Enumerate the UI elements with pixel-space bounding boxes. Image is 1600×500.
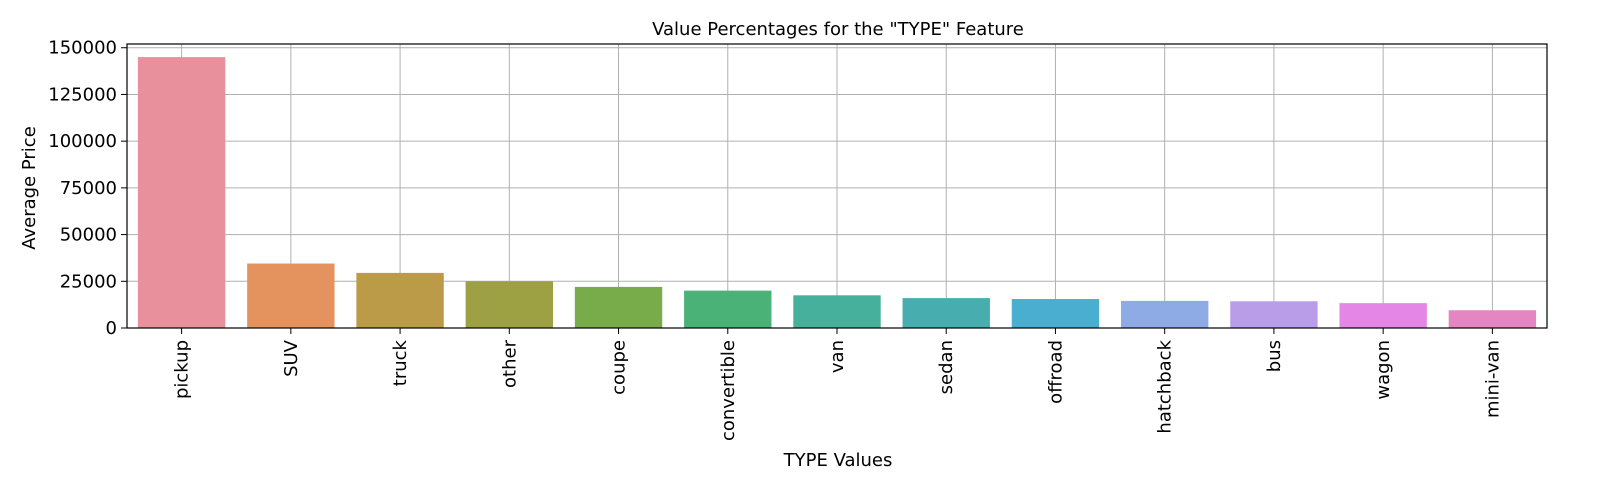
y-tick-label: 25000 — [60, 271, 117, 292]
y-tick-label: 50000 — [60, 225, 117, 246]
bar-sedan — [902, 298, 990, 328]
x-tick-label: sedan — [936, 340, 957, 394]
bar-offroad — [1011, 299, 1100, 328]
y-tick-label: 150000 — [48, 38, 117, 59]
bar-van — [793, 295, 881, 328]
bar-truck — [356, 272, 444, 328]
bar-pickup — [137, 57, 226, 328]
x-tick-label: bus — [1264, 340, 1285, 372]
y-tick-label: 125000 — [48, 84, 117, 105]
bar-coupe — [574, 286, 663, 328]
x-tick-label: SUV — [281, 339, 302, 377]
x-tick-label: truck — [390, 339, 411, 386]
plot-frame — [126, 43, 1548, 329]
x-axis-label: TYPE Values — [783, 450, 893, 471]
y-axis-label: Average Price — [19, 126, 40, 250]
bar-convertible — [684, 290, 772, 328]
bar-mini-van — [1448, 310, 1537, 328]
x-tick-label: pickup — [172, 340, 193, 399]
x-tick-label: wagon — [1373, 340, 1394, 400]
y-tick-label: 100000 — [48, 131, 117, 152]
x-tick-label: hatchback — [1155, 339, 1176, 433]
y-tick-label: 75000 — [60, 178, 117, 199]
bar-layer — [137, 57, 1537, 328]
chart-title: Value Percentages for the "TYPE" Feature — [652, 19, 1024, 40]
axis-layer: 0 25000 50000 75000 100000 125000 150000 pickup… — [48, 38, 1548, 441]
x-tick-label: van — [827, 340, 848, 373]
x-tick-label: coupe — [609, 340, 630, 395]
y-tick-label: 0 — [106, 318, 117, 339]
x-tick-label: other — [499, 339, 520, 388]
grid-layer — [127, 44, 1547, 329]
bar-wagon — [1339, 303, 1427, 328]
bar-hatchback — [1121, 300, 1209, 328]
x-tick-label: mini-van — [1482, 340, 1503, 418]
bar-other — [465, 281, 553, 328]
bar-SUV — [247, 263, 335, 328]
bar-bus — [1230, 301, 1318, 328]
x-tick-label: convertible — [718, 340, 739, 441]
x-tick-label: offroad — [1045, 340, 1066, 404]
